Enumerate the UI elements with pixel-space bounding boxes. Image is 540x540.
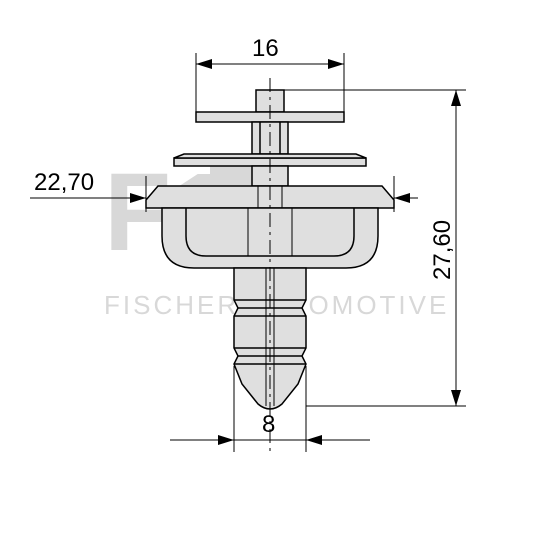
dim-top-label: 16 <box>252 35 279 62</box>
dim-left-label: 22,70 <box>34 169 94 196</box>
technical-drawing: F1 FISCHER AUTOMOTIVE 16 27,60 22,70 <box>0 0 540 540</box>
dim-right-label: 27,60 <box>429 220 456 280</box>
dim-bottom-label: 8 <box>262 411 275 438</box>
